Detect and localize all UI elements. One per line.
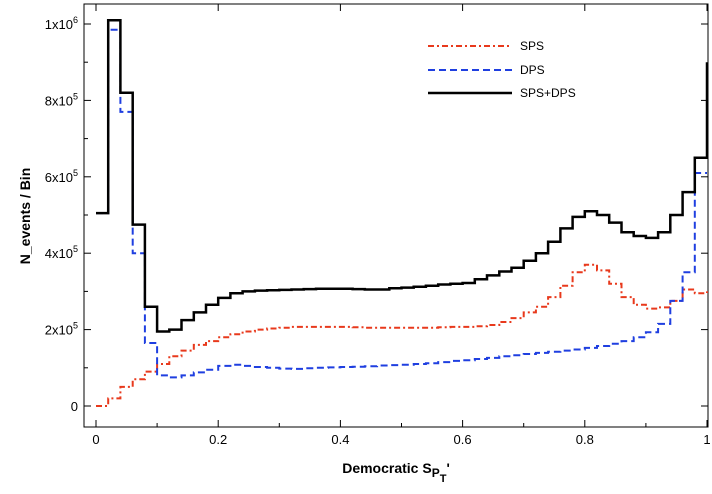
x-axis-title: Democratic SPT' bbox=[342, 460, 450, 485]
y-tick-label: 1x106 bbox=[45, 15, 78, 32]
plot-frame bbox=[83, 3, 709, 428]
y-tick-label: 2x105 bbox=[45, 321, 78, 338]
series-group bbox=[96, 18, 709, 407]
y-tick-label: 8x105 bbox=[45, 91, 78, 108]
legend-label-dps: DPS bbox=[520, 63, 545, 77]
legend-label-sps-dps: SPS+DPS bbox=[520, 86, 576, 100]
x-tick-label: 0.2 bbox=[209, 432, 227, 447]
x-tick-label: 0 bbox=[92, 432, 99, 447]
x-axis-title-sub-t: T bbox=[440, 473, 447, 485]
series-sps-line bbox=[96, 263, 708, 407]
x-axis-title-sub-p: P bbox=[432, 466, 440, 480]
y-axis-title: N_events / Bin bbox=[17, 168, 33, 264]
series-sps-plus-dps-line bbox=[96, 18, 709, 333]
x-axis-title-prime: ' bbox=[446, 460, 449, 476]
series-dps-line bbox=[96, 28, 707, 379]
x-tick-label: 0.6 bbox=[454, 432, 472, 447]
x-axis-title-main: Democratic S bbox=[342, 460, 431, 476]
y-tick-label: 6x105 bbox=[45, 168, 78, 185]
legend-label-sps: SPS bbox=[520, 39, 544, 53]
legend: SPS DPS SPS+DPS bbox=[428, 39, 576, 100]
axis-ticks: 0 0.2 0.4 0.6 0.8 1 0 2x105 4x105 6x105 8x105 1x106 bbox=[45, 4, 711, 447]
y-tick-label: 0 bbox=[71, 399, 78, 414]
y-tick-label: 4x105 bbox=[45, 244, 78, 261]
x-tick-label: 0.8 bbox=[576, 432, 594, 447]
x-tick-label: 1 bbox=[703, 432, 710, 447]
x-tick-label: 0.4 bbox=[331, 432, 349, 447]
